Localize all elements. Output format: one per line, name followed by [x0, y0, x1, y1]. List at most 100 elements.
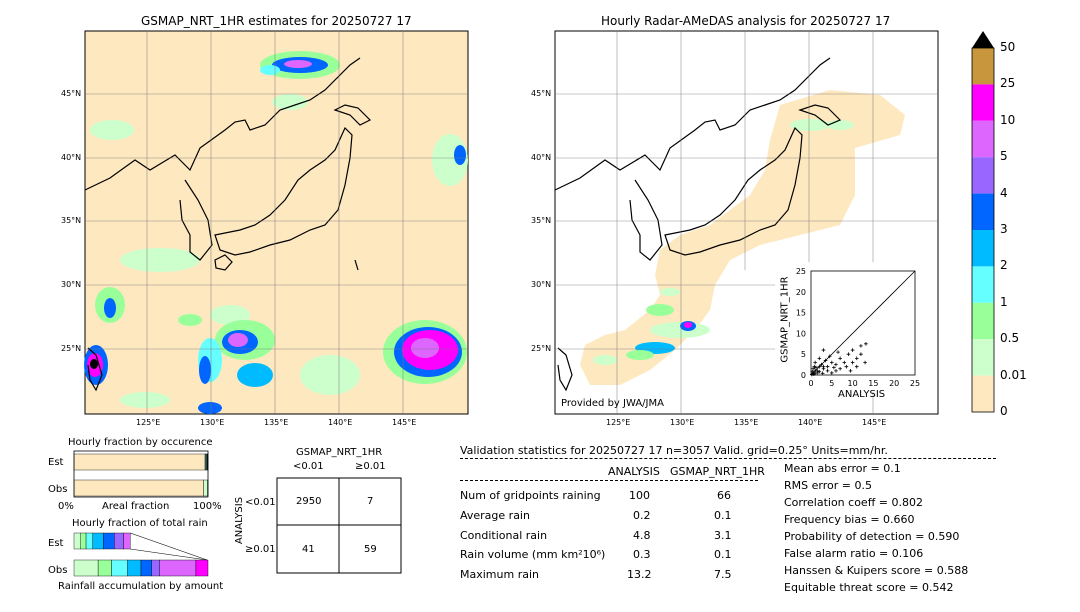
rain-bar-segment [73, 559, 99, 577]
left-lat-label: 45°N [61, 89, 82, 98]
scatter-point [817, 369, 822, 374]
score-line: Hanssen & Kuipers score = 0.588 [784, 564, 969, 577]
left-lon-label: 130°E [200, 418, 225, 427]
scatter-x-tick: 15 [868, 379, 878, 388]
stat-gsmap: 3.1 [714, 529, 732, 542]
colorbar-segment [972, 157, 994, 194]
colorbar-segment [972, 266, 994, 303]
colorbar-segment [972, 193, 994, 230]
colorbar-label: 4 [1000, 185, 1008, 200]
colorbar-label: 0.5 [1000, 331, 1020, 346]
scatter-point [850, 348, 855, 352]
colorbar-label: 50 [1000, 40, 1016, 54]
right-lat-label: 30°N [531, 280, 552, 289]
scatter-point [854, 356, 859, 361]
fraction-bar-segment [73, 479, 204, 497]
right-lon-label: 135°E [734, 418, 759, 427]
scatter-point [834, 362, 838, 367]
rain-bar-segment [151, 559, 160, 577]
stat-analysis: 4.8 [633, 529, 651, 542]
colorbar-segment [972, 120, 994, 158]
scatter-point [838, 356, 842, 361]
occurrence-title: Hourly fraction by occurence [68, 437, 213, 448]
right-map-title: Hourly Radar-AMeDAS analysis for 2025072… [601, 14, 891, 28]
rain-bar-segment [114, 532, 124, 550]
scatter-point [834, 369, 838, 373]
scatter-ticks: 00 5 5 10 10 15 15 20 20 25 25 [796, 267, 920, 388]
right-lat-label: 40°N [531, 153, 552, 162]
colorbar-label: 1 [1000, 294, 1008, 309]
scatter-point [815, 371, 820, 375]
scatter-y-tick: 15 [796, 309, 806, 318]
occurrence-bars [73, 450, 209, 498]
rain-bar-segment [123, 532, 131, 550]
scatter-point [863, 360, 867, 365]
rain-bar-segment [92, 532, 104, 550]
stat-gsmap: 66 [717, 489, 731, 502]
occurrence-est-label: Est [48, 457, 64, 468]
validation-header-rule [460, 458, 996, 459]
right-lon-label: 145°E [862, 418, 887, 427]
scatter-points [810, 342, 868, 377]
scatter-x-tick: 0 [808, 379, 813, 388]
left-lon-label: 125°E [136, 418, 161, 427]
left-lon-label: 145°E [392, 418, 417, 427]
scatter-inset: 00 5 5 10 10 15 15 20 20 25 25 [775, 262, 925, 392]
scatter-point [859, 352, 863, 356]
scatter-point [825, 364, 830, 369]
colorbar-label: 10 [1000, 112, 1016, 127]
rain-fraction-obs-label: Obs [48, 565, 68, 576]
stat-gsmap: 0.1 [714, 548, 732, 561]
scatter-x-tick: 25 [910, 379, 920, 388]
contingency-cell: 7 [367, 496, 374, 507]
right-lon-label: 130°E [670, 418, 695, 427]
rain-fraction-bars [73, 532, 209, 577]
colorbar-label: 2 [1000, 258, 1008, 273]
score-line: RMS error = 0.5 [784, 479, 872, 492]
score-line: Frequency bias = 0.660 [784, 513, 915, 526]
right-lat-label: 45°N [531, 89, 552, 98]
scatter-point [821, 348, 826, 352]
occurrence-axis-100: 100% [193, 501, 222, 512]
rain-bar-segment [97, 559, 112, 577]
scatter-y-tick: 20 [796, 288, 806, 297]
score-line: Correlation coeff = 0.802 [784, 496, 923, 509]
stat-label: Conditional rain [460, 529, 548, 542]
stat-analysis: 100 [629, 489, 650, 502]
rain-bar-segment [159, 559, 197, 577]
fraction-bar-segment [73, 453, 206, 471]
colorbar [971, 31, 995, 413]
colorbar-segment [972, 48, 994, 85]
colorbar-label: 0.01 [1000, 367, 1027, 382]
score-line: Equitable threat score = 0.542 [784, 581, 954, 594]
contingency-cell: 59 [364, 544, 377, 555]
contingency-grid [276, 477, 402, 574]
rain-bar-segment [140, 559, 152, 577]
right-lat-label: 25°N [531, 344, 552, 353]
contingency-row-label: <0.01 [245, 497, 276, 508]
rain-fraction-title: Hourly fraction of total rain [72, 518, 208, 529]
rain-bar-segment [195, 559, 209, 577]
contingency-col-label: ≥0.01 [355, 461, 386, 472]
scatter-xlabel: ANALYSIS [838, 389, 886, 400]
right-lon-label: 140°E [798, 418, 823, 427]
scatter-y-tick: 0 [801, 371, 806, 380]
contingency-row-label: ≥0.01 [245, 544, 276, 555]
scatter-point [846, 352, 851, 356]
scatter-x-tick: 10 [848, 379, 858, 388]
left-lat-label: 40°N [61, 153, 82, 162]
left-map-rain-blobs [84, 51, 468, 414]
score-line: Mean abs error = 0.1 [784, 462, 901, 475]
colorbar-segment [972, 230, 994, 267]
colorbar-extend-arrow [972, 31, 994, 48]
scatter-ylabel: GSMAP_NRT_1HR [779, 276, 791, 363]
rain-bar-connector [130, 532, 208, 561]
validation-col-rule [460, 480, 758, 481]
scatter-point [813, 360, 817, 365]
scatter-point [820, 371, 825, 376]
scatter-point [838, 366, 842, 371]
scatter-point [823, 358, 828, 363]
left-lat-label: 30°N [61, 280, 82, 289]
left-map-coastline [84, 57, 372, 392]
colorbar-label: 0 [1000, 404, 1008, 418]
